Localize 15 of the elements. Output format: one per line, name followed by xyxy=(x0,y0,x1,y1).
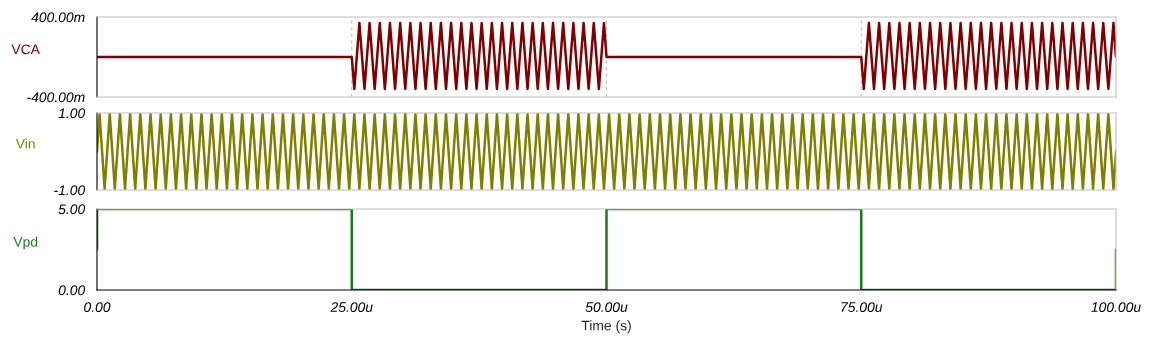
x-tick-label: 50.00u xyxy=(585,302,628,313)
y-axis-title: Vin xyxy=(15,138,35,149)
y-tick-label: 5.00 xyxy=(58,204,86,215)
x-tick-label: 75.00u xyxy=(841,302,883,313)
x-axis-title: Time (s) xyxy=(581,320,631,334)
y-tick-label: 0.00 xyxy=(58,285,86,296)
y-tick-label: -400.00m xyxy=(27,92,85,103)
y-tick-label: 400.00m xyxy=(31,12,85,23)
y-tick-label: -1.00 xyxy=(54,185,86,196)
x-tick-label: 25.00u xyxy=(330,302,373,313)
y-axis-title: Vpd xyxy=(13,236,38,250)
x-tick-label: 100.00u xyxy=(1091,302,1141,313)
y-axis-title: VCA xyxy=(11,44,40,55)
x-tick-label: 0.00 xyxy=(84,302,111,313)
y-tick-label: 1.00 xyxy=(58,108,86,119)
